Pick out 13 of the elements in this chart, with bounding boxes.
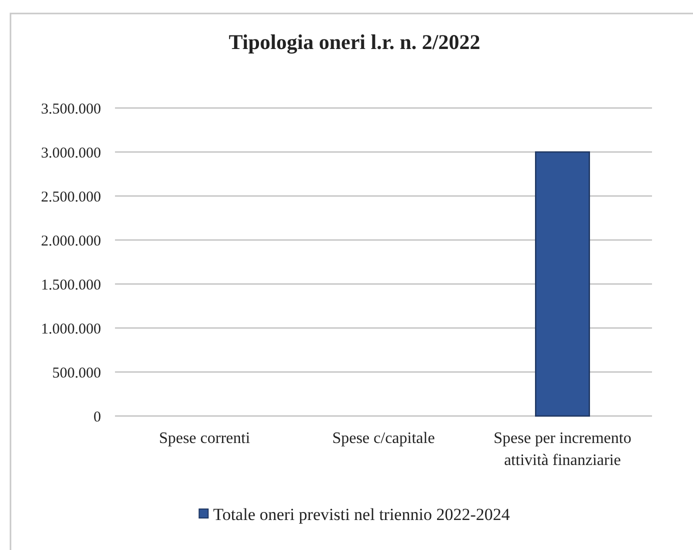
y-tick-label: 2.000.000 [41, 233, 101, 250]
y-tick-label: 3.000.000 [41, 145, 101, 162]
chart-title: Tipologia oneri l.r. n. 2/2022 [228, 30, 480, 54]
x-tick-label: Spese per incremento attività finanziarie [494, 430, 632, 469]
x-tick-label: Spese correnti [158, 430, 251, 447]
legend-label: Totale oneri previsti nel triennio 2022-2024 [213, 504, 510, 524]
y-tick-label: 0 [94, 409, 101, 426]
y-tick-label: 3.500.000 [41, 101, 101, 118]
y-tick-label: 500.000 [52, 365, 101, 382]
x-tick-label: Spese c/capitale [332, 430, 435, 447]
y-tick-label: 2.500.000 [41, 189, 101, 206]
y-tick-label: 1.000.000 [41, 321, 101, 338]
y-tick-label: 1.500.000 [41, 277, 101, 294]
